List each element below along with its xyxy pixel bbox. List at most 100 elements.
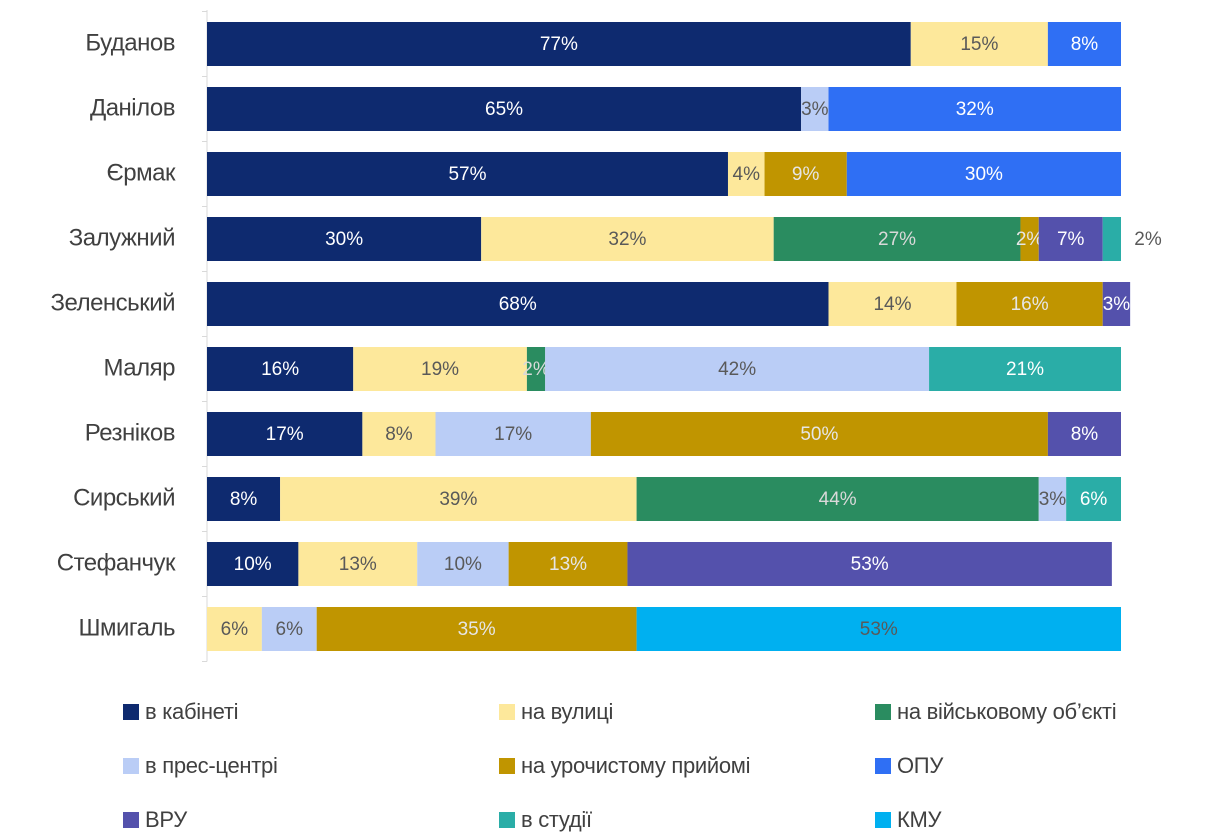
bar-segment (481, 217, 774, 261)
legend-label: в кабінеті (145, 699, 238, 724)
category-label: Зеленський (51, 289, 175, 316)
bar-segment (846, 152, 1121, 196)
value-label: 32% (608, 229, 646, 250)
bar-segment (1047, 22, 1121, 66)
value-label: 13% (339, 554, 377, 575)
value-label: 17% (266, 424, 304, 445)
value-label: 7% (1057, 229, 1085, 250)
legend-swatch (499, 704, 515, 720)
value-label: 8% (1071, 34, 1099, 55)
bar-segment (508, 542, 628, 586)
legend-label: в прес-центрі (145, 753, 278, 778)
bar-segment (1066, 477, 1121, 521)
value-label: 10% (444, 554, 482, 575)
value-label: 16% (261, 359, 299, 380)
legend-swatch (875, 704, 891, 720)
bar-segment (362, 412, 436, 456)
bar-segment (1038, 477, 1067, 521)
legend-swatch (123, 704, 139, 720)
bar-segment (801, 87, 829, 131)
category-label: Стефанчук (57, 549, 176, 576)
legend-swatch (499, 812, 515, 828)
value-label: 2% (522, 359, 550, 380)
bar-segment (627, 542, 1112, 586)
bar-segment (636, 607, 1121, 651)
value-label: 6% (221, 619, 249, 640)
legend-swatch (875, 812, 891, 828)
value-label: 68% (499, 294, 537, 315)
value-label: 3% (1039, 489, 1067, 510)
value-label: 53% (851, 554, 889, 575)
value-label: 14% (873, 294, 911, 315)
value-label: 77% (540, 34, 578, 55)
bar-segment (956, 282, 1103, 326)
value-label: 30% (325, 229, 363, 250)
value-label: 13% (549, 554, 587, 575)
value-label: 6% (1080, 489, 1108, 510)
value-label: 4% (733, 164, 761, 185)
category-label: Буданов (85, 29, 175, 56)
category-label: Шмигаль (79, 614, 175, 641)
category-label: Сирський (73, 484, 175, 511)
value-label: 19% (421, 359, 459, 380)
legend-swatch (875, 758, 891, 774)
value-label: 16% (1011, 294, 1049, 315)
value-label: 9% (792, 164, 820, 185)
legend-label: ОПУ (897, 753, 944, 778)
value-label: 8% (230, 489, 258, 510)
legend-label: в студії (521, 807, 592, 832)
value-label: 65% (485, 99, 523, 120)
value-label: 15% (960, 34, 998, 55)
value-label: 30% (965, 164, 1003, 185)
legend-swatch (123, 758, 139, 774)
category-label: Резніков (85, 419, 175, 446)
bar-segment (207, 87, 802, 131)
bar-segment (526, 347, 546, 391)
bar-segment (207, 477, 281, 521)
bar-segment (280, 477, 637, 521)
bar-segment (727, 152, 765, 196)
bar-segment (207, 282, 829, 326)
value-label: 2% (1016, 229, 1044, 250)
bar-segment (764, 152, 847, 196)
bar-segment (207, 347, 354, 391)
bar-segment (261, 607, 317, 651)
bar-segment (298, 542, 418, 586)
category-label: Маляр (104, 354, 176, 381)
bar-segment (828, 87, 1121, 131)
value-label: 21% (1006, 359, 1044, 380)
bar-segment (1038, 217, 1103, 261)
value-label: 42% (718, 359, 756, 380)
bar-segment (353, 347, 527, 391)
bar-segment (910, 22, 1048, 66)
value-label: 53% (860, 619, 898, 640)
bar-segment (207, 412, 363, 456)
bar-segment (207, 152, 728, 196)
bar-segment (1047, 412, 1121, 456)
bar-segment (1102, 282, 1131, 326)
bar-segment (773, 217, 1021, 261)
bar-segment (207, 607, 262, 651)
bar-segment (417, 542, 509, 586)
legend-label: на вулиці (521, 699, 613, 724)
bar-segment (1102, 217, 1121, 261)
value-label: 32% (956, 99, 994, 120)
legend-label: на урочистому прийомі (521, 753, 750, 778)
value-label: 17% (494, 424, 532, 445)
bar-segment (590, 412, 1048, 456)
value-label: 3% (1103, 294, 1131, 315)
value-label: 39% (439, 489, 477, 510)
legend-swatch (499, 758, 515, 774)
bar-segment (545, 347, 930, 391)
bar-segment (316, 607, 637, 651)
bar-segment (1020, 217, 1039, 261)
value-label: 8% (385, 424, 413, 445)
value-label: 35% (458, 619, 496, 640)
legend-label: КМУ (897, 807, 943, 832)
value-label: 10% (234, 554, 272, 575)
legend-label: на військовому об’єкті (897, 699, 1116, 724)
category-label: Єрмак (107, 159, 176, 186)
bar-segment (207, 217, 482, 261)
legend-label: ВРУ (145, 807, 188, 832)
